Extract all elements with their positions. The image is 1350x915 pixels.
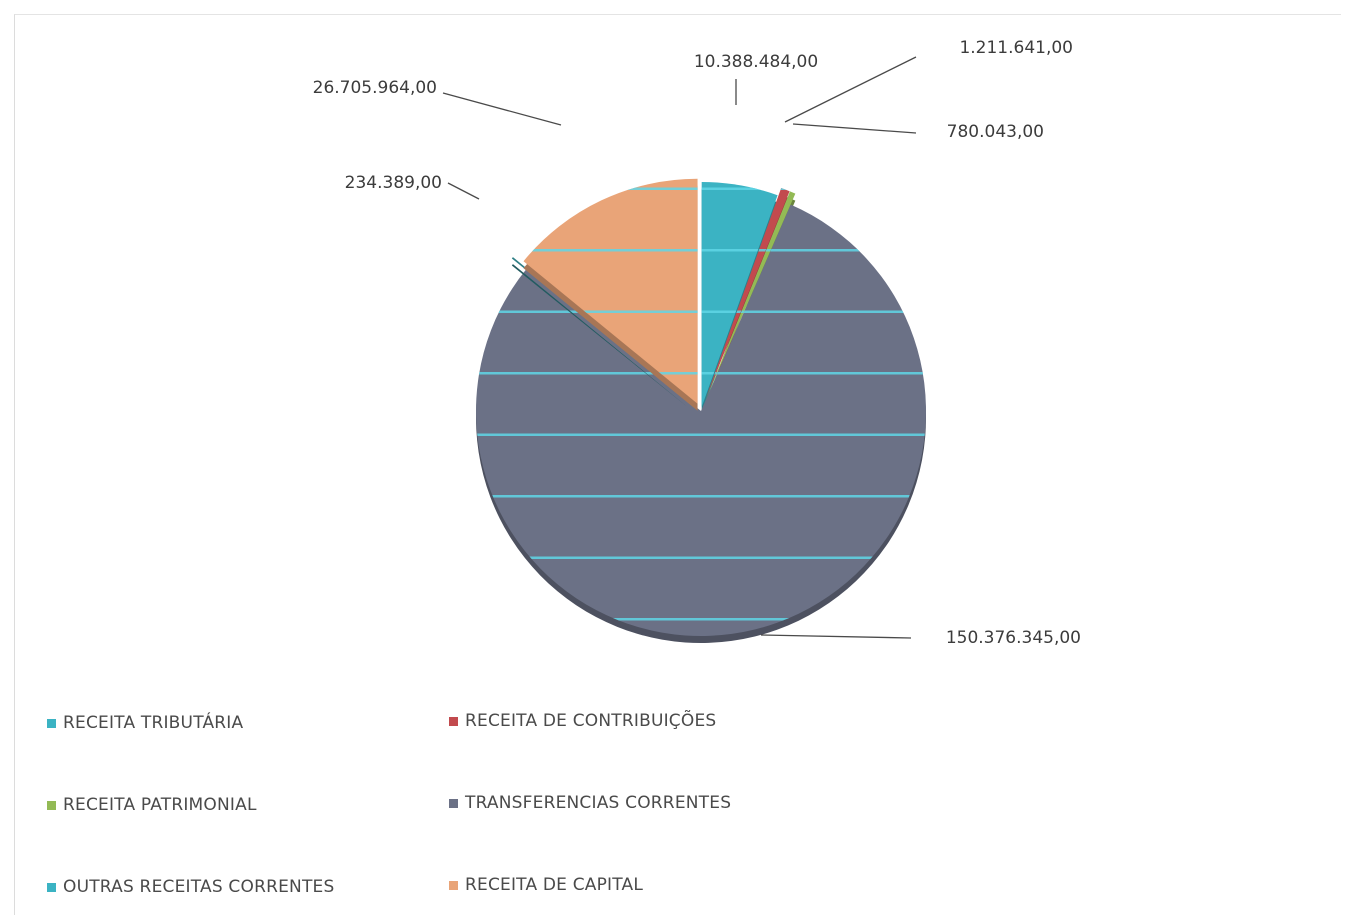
pie-slice-stripes xyxy=(705,191,796,400)
legend-label: RECEITA TRIBUTÁRIA xyxy=(63,713,244,733)
leader-line-outras-receitas-correntes xyxy=(447,182,480,200)
legend-swatch xyxy=(47,800,56,810)
leader-line-receita-patrimonial xyxy=(792,123,917,134)
leader-line-receita-de-capital xyxy=(442,92,562,126)
legend-item-receita-de-contribuicoes: RECEITA DE CONTRIBUIÇÕES xyxy=(449,709,716,733)
legend-label: RECEITA DE CONTRIBUIÇÕES xyxy=(465,711,717,731)
data-label-receita-tributaria: 10.388.484,00 xyxy=(694,52,818,72)
legend-swatch xyxy=(449,880,458,890)
legend-item-receita-patrimonial: RECEITA PATRIMONIAL xyxy=(47,793,257,817)
pie-slice-transferencias-correntes xyxy=(476,204,926,643)
legend-item-transferencias-correntes: TRANSFERENCIAS CORRENTES xyxy=(449,791,731,815)
data-label-receita-de-capital: 26.705.964,00 xyxy=(313,78,437,98)
pie-slice-receita-de-capital xyxy=(523,178,698,411)
legend-swatch xyxy=(47,718,56,728)
pie-slice-stripes xyxy=(705,187,790,400)
pie-slice-depth xyxy=(511,264,688,407)
legend-swatch xyxy=(449,798,458,808)
legend-label: OUTRAS RECEITAS CORRENTES xyxy=(63,877,335,897)
leader-line-receita-de-contribuicoes xyxy=(784,56,917,123)
legend-item-receita-de-capital: RECEITA DE CAPITAL xyxy=(449,873,643,897)
data-label-transferencias-correntes: 150.376.345,00 xyxy=(946,628,1081,648)
pie-slice-stripes xyxy=(701,182,778,408)
legend-swatch xyxy=(449,716,458,726)
data-label-receita-patrimonial: 780.043,00 xyxy=(947,122,1044,142)
legend-label: RECEITA DE CAPITAL xyxy=(465,875,644,895)
pie-slice-stripes xyxy=(523,178,698,404)
legend-item-outras-receitas-correntes: OUTRAS RECEITAS CORRENTES xyxy=(47,875,334,899)
legend-label: RECEITA PATRIMONIAL xyxy=(63,795,257,815)
data-label-outras-receitas-correntes: 234.389,00 xyxy=(345,173,442,193)
legend-label: TRANSFERENCIAS CORRENTES xyxy=(465,793,732,813)
pie-slice-stripes xyxy=(476,204,926,637)
legend-item-receita-tributaria: RECEITA TRIBUTÁRIA xyxy=(47,711,243,735)
chart-area: 10.388.484,00 1.211.641,00 780.043,00 150.3… xyxy=(14,14,1341,915)
data-label-receita-de-contribuicoes: 1.211.641,00 xyxy=(959,38,1073,58)
legend-swatch xyxy=(47,882,56,892)
leader-line-transferencias-correntes xyxy=(760,634,912,639)
